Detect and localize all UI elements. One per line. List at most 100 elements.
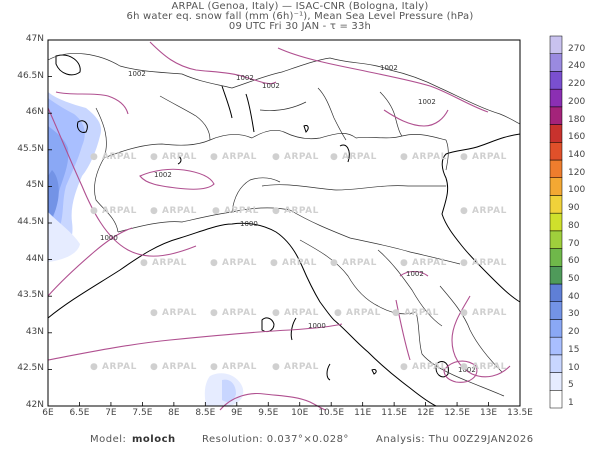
colorbar-label: 80	[568, 220, 580, 231]
colorbar-label: 120	[568, 167, 586, 178]
colorbar-label: 50	[568, 274, 580, 284]
arpal-watermark: ● ARPAL	[460, 152, 507, 162]
arpal-watermark: ● ARPAL	[150, 152, 197, 162]
colorbar-segment	[549, 283, 563, 302]
isobar-labels: 1002 1002 1002 1002 1002 1002 1000 1000 1000 1002…	[100, 64, 476, 374]
lat-label: 46N	[25, 107, 44, 118]
title-line-3: 09 UTC Fri 30 JAN - τ = 33h	[228, 21, 372, 32]
arpal-watermark: ● ARPAL	[150, 206, 197, 216]
lon-label: 13E	[479, 408, 498, 418]
colorbar-segment	[549, 266, 563, 285]
lon-label: 11.5E	[381, 408, 407, 418]
colorbar-segment	[549, 354, 563, 373]
lat-label: 42.5N	[17, 363, 44, 374]
colorbar-label: 15	[568, 344, 580, 355]
lon-label: 8.5E	[195, 408, 216, 418]
isobar-label: 1002	[262, 82, 280, 90]
arpal-watermark: ● ARPAL	[272, 206, 319, 216]
lat-label: 44N	[25, 253, 44, 264]
arpal-watermark: ● ARPAL	[140, 258, 187, 268]
colorbar-label: 180	[568, 114, 586, 125]
lon-label: 13.5E	[507, 408, 533, 418]
colorbar-label: 1	[568, 398, 574, 408]
colorbar-segment	[549, 372, 563, 391]
colorbar-segment	[549, 390, 563, 409]
coastline	[47, 54, 521, 407]
lat-label: 44.5N	[17, 217, 44, 227]
lon-label: 11E	[354, 408, 372, 418]
colorbar-label: 200	[568, 96, 586, 107]
colorbar-label: 220	[568, 79, 586, 90]
lat-label: 43.5N	[17, 290, 44, 301]
isobar-label: 1002	[128, 70, 146, 78]
snowfall-area	[48, 92, 244, 406]
arpal-watermark: ● ARPAL	[272, 152, 319, 162]
colorbar-label: 70	[568, 238, 580, 249]
lon-label: 9E	[231, 408, 243, 418]
lat-label: 45.5N	[17, 143, 44, 154]
arpal-watermark: ● ARPAL	[150, 362, 197, 372]
axis-ticks	[47, 39, 521, 407]
colorbar-segment	[549, 35, 563, 54]
lon-label: 7E	[105, 408, 117, 418]
arpal-watermark: ● ARPAL	[150, 308, 197, 318]
isobar-label: 1002	[406, 270, 424, 278]
title-line-1: ARPAL (Genoa, Italy) — ISAC-CNR (Bologna…	[171, 1, 429, 12]
arpal-watermark: ● ARPAL	[330, 152, 377, 162]
colorbar-label: 90	[568, 203, 580, 214]
colorbar-segment	[549, 319, 563, 338]
isobar-label: 1000	[100, 234, 118, 242]
lon-label: 10E	[291, 408, 309, 418]
lon-label: 8E	[168, 408, 180, 418]
arpal-watermark: ● ARPAL	[460, 362, 507, 372]
analysis-text: Analysis: Thu 00Z29JAN2026	[376, 434, 534, 445]
arpal-watermark: ● ARPAL	[212, 206, 259, 216]
lat-label: 45N	[25, 180, 44, 191]
isobars	[47, 41, 511, 411]
footer: Model: moloch Resolution: 0.037°×0.028° …	[0, 432, 600, 448]
resolution-text: Resolution: 0.037°×0.028°	[202, 434, 349, 445]
isobar-label: 1002	[458, 366, 476, 374]
admin-borders	[47, 53, 521, 397]
colorbar-segment	[549, 212, 563, 232]
colorbar-label: 40	[568, 291, 580, 302]
lon-label: 6.5E	[69, 408, 90, 418]
colorbar-label: 270	[568, 43, 586, 54]
arpal-watermark: ● ARPAL	[392, 308, 439, 318]
map-frame	[47, 39, 521, 407]
isobar-label: 1000	[240, 220, 258, 228]
lat-label: 47N	[25, 34, 44, 44]
colorbar-segment	[549, 124, 563, 143]
title-line-2: 6h water eq. snow fall (mm (6h)⁻¹), Mean…	[126, 11, 474, 22]
arpal-watermark: ● ARPAL	[400, 258, 447, 268]
arpal-watermark: ● ARPAL	[272, 308, 319, 318]
colorbar-segment	[549, 142, 563, 161]
isobar-label: 1002	[418, 98, 436, 106]
colorbar-segment	[549, 177, 563, 196]
arpal-watermark: ● ARPAL	[90, 152, 137, 162]
lon-label: 10.5E	[318, 408, 345, 418]
model-value: moloch	[132, 434, 176, 445]
lon-label: 12E	[417, 408, 435, 418]
arpal-watermark: ● ARPAL	[400, 152, 447, 162]
arpal-watermark: ● ARPAL	[334, 308, 381, 318]
colorbar-label: 30	[568, 309, 580, 320]
arpal-watermark: ● ARPAL	[210, 258, 257, 268]
arpal-watermark: ● ARPAL	[210, 152, 257, 162]
colorbar-label: 60	[568, 256, 580, 267]
arpal-watermark: ● ARPAL	[330, 258, 377, 268]
arpal-watermark: ● ARPAL	[400, 362, 447, 372]
colorbar-label: 160	[568, 132, 586, 143]
arpal-watermark: ● ARPAL	[460, 258, 507, 268]
isobar-label: 1000	[308, 322, 326, 330]
colorbar-label: 240	[568, 61, 586, 72]
isobar-label: 1002	[380, 64, 398, 72]
arpal-watermark: ● ARPAL	[270, 258, 317, 268]
colorbar-label: 10	[568, 362, 580, 373]
arpal-watermark: ● ARPAL	[90, 362, 137, 372]
lon-label: 12.5E	[444, 408, 470, 418]
colorbar-segment	[549, 71, 563, 90]
lat-label: 43N	[25, 326, 44, 337]
isobar-label: 1002	[236, 74, 254, 82]
